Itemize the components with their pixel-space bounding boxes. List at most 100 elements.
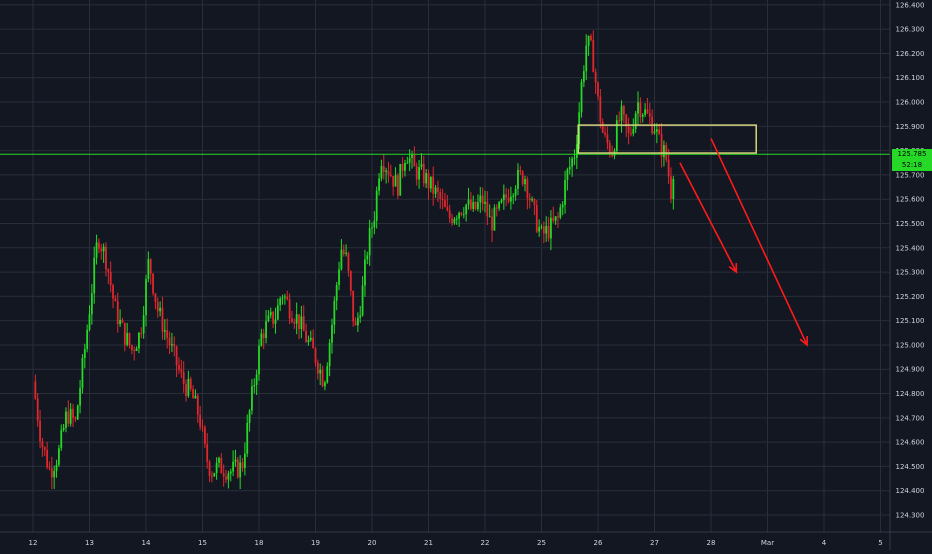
candle-body <box>189 378 192 389</box>
price-tick-label: 124.300 <box>896 511 925 519</box>
candle-body <box>286 296 289 300</box>
candle-body <box>512 195 515 197</box>
candle-body <box>291 318 293 323</box>
candle-body <box>639 102 642 117</box>
candle-body <box>130 345 133 351</box>
projection-arrow-line[interactable] <box>679 162 738 273</box>
candle-body <box>201 426 204 428</box>
candle-body <box>670 176 672 199</box>
candle-body <box>253 384 256 387</box>
candle-body <box>382 166 385 172</box>
candle-body <box>571 158 574 167</box>
candle-body <box>48 467 51 469</box>
candle-body <box>618 120 621 122</box>
candle-body <box>418 167 420 180</box>
candle-body <box>462 214 465 216</box>
price-tick-label: 126.400 <box>896 1 925 9</box>
candle-body <box>187 378 190 396</box>
price-tick-label: 125.700 <box>896 171 925 179</box>
candle-body <box>62 427 65 430</box>
time-tick-label: 28 <box>707 539 716 547</box>
grid-lines <box>0 0 890 532</box>
resistance-zone-rectangle[interactable] <box>577 124 757 154</box>
candle-body <box>493 207 496 231</box>
candle-body <box>587 35 590 46</box>
candle-body <box>109 272 112 286</box>
candle-body <box>514 188 517 196</box>
candle-body <box>361 285 364 316</box>
candle-body <box>227 473 230 480</box>
candle-body <box>477 202 479 210</box>
candle-body <box>185 383 187 396</box>
candle-body <box>488 216 491 218</box>
candle-body <box>298 314 300 330</box>
candle-body <box>312 337 315 349</box>
candle-body <box>519 169 522 172</box>
time-tick-label: 22 <box>481 539 490 547</box>
price-tick-label: 125.200 <box>896 293 925 301</box>
price-tick-label: 126.300 <box>896 26 925 34</box>
time-tick-label: 25 <box>537 539 546 547</box>
candle-body <box>356 317 359 326</box>
candle-body <box>319 369 322 374</box>
candle-body <box>41 441 44 448</box>
candle-body <box>156 301 159 312</box>
candle-body <box>123 322 126 345</box>
price-tick-label: 125.600 <box>896 196 925 204</box>
price-tick-label: 126.000 <box>896 99 925 107</box>
candle-body <box>352 290 355 322</box>
candle-body <box>215 462 218 474</box>
candle-body <box>211 476 213 478</box>
candle-body <box>526 179 529 198</box>
candle-body <box>105 246 107 270</box>
candle-body <box>599 96 602 122</box>
drawing-tools[interactable] <box>0 124 890 347</box>
candle-body <box>429 176 432 189</box>
candle-body <box>444 200 446 207</box>
price-axis[interactable]: 124.300 124.400 124.500 124.600 124.700 124.8… <box>889 0 925 550</box>
projection-arrow-line[interactable] <box>710 138 808 346</box>
candle-body <box>333 300 336 325</box>
candle-body <box>634 113 637 129</box>
candle-body <box>140 332 143 334</box>
candle-body <box>314 348 317 363</box>
price-tick-label: 125.000 <box>896 341 925 349</box>
candle-body <box>448 210 451 219</box>
candle-body <box>74 417 77 420</box>
candle-body <box>389 174 392 177</box>
candle-body <box>307 340 310 343</box>
candle-body <box>667 159 670 177</box>
candle-body <box>232 461 235 472</box>
candle-body <box>432 176 435 194</box>
candle-body <box>568 166 571 170</box>
candle-body <box>644 109 646 115</box>
time-tick-label: 12 <box>29 539 38 547</box>
price-tick-label: 124.800 <box>896 390 925 398</box>
candle-body <box>178 365 180 370</box>
candle-body <box>288 299 291 319</box>
candle-body <box>434 187 437 194</box>
candle-countdown-tag: 52:18 <box>892 159 932 171</box>
candle-body <box>60 429 63 449</box>
candle-body <box>335 284 338 301</box>
projection-arrow-head <box>728 263 738 274</box>
candle-body <box>175 346 178 366</box>
candle-body <box>594 72 597 83</box>
candle-body <box>545 225 548 234</box>
candle-body <box>116 301 119 325</box>
candle-body <box>660 134 663 157</box>
candle-body <box>180 369 183 372</box>
candle-body <box>218 457 220 463</box>
time-tick-label: 15 <box>198 539 207 547</box>
candle-body <box>338 269 340 285</box>
projection-arrow-head <box>799 335 808 347</box>
time-tick-label: 5 <box>878 539 882 547</box>
candle-body <box>121 319 124 323</box>
time-axis[interactable]: 12 13 14 15 18 19 20 21 22 25 26 27 28 Mar 4 5 <box>0 531 932 547</box>
candle-body <box>564 180 566 205</box>
price-tick-label: 126.100 <box>896 74 925 82</box>
time-tick-label: 27 <box>650 539 659 547</box>
candle-body <box>451 218 453 224</box>
